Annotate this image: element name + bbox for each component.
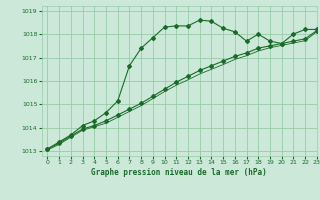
X-axis label: Graphe pression niveau de la mer (hPa): Graphe pression niveau de la mer (hPa)	[91, 168, 267, 177]
